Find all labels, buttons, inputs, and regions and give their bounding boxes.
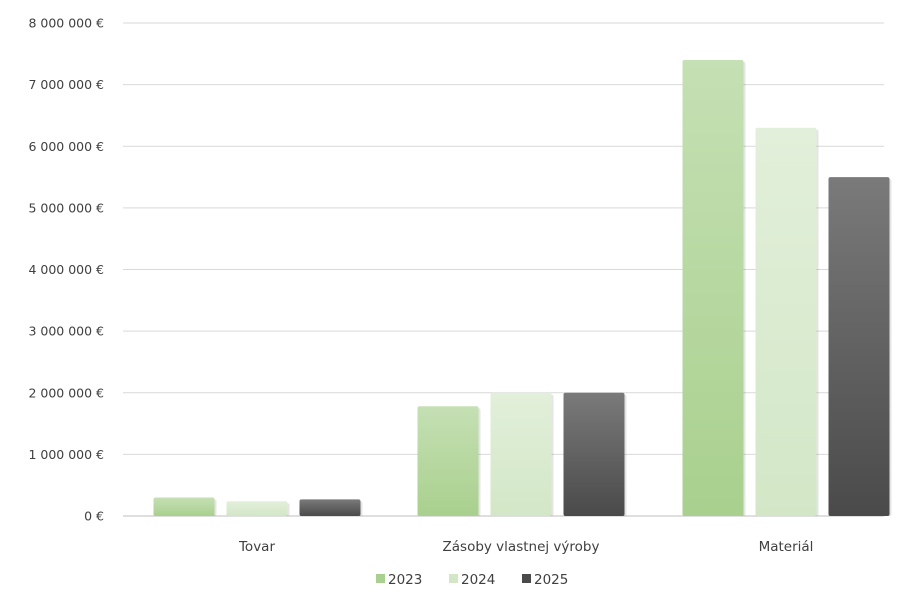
bar-2023 [682,59,744,516]
gridlines [123,22,884,517]
y-tick-label: 0 € [84,509,104,524]
bar-2024 [755,127,817,516]
x-category-label: Zásoby vlastnej výroby [443,539,600,555]
x-axis-categories: Tovar Zásoby vlastnej výroby Materiál [238,539,813,555]
legend-swatch-2025 [522,574,531,583]
bar-2024 [490,392,552,516]
legend-swatch-2024 [449,574,458,583]
legend-label: 2023 [388,572,422,588]
y-tick-label: 4 000 000 € [28,262,104,277]
legend-label: 2025 [534,572,568,588]
x-category-label: Tovar [238,539,275,555]
y-axis-ticks: 0 € 1 000 000 € 2 000 000 € 3 000 000 € 4 00… [28,16,104,524]
legend-label: 2024 [461,572,495,588]
bar-2024 [226,501,288,516]
bar-2023 [417,406,479,516]
bar-2025 [828,177,890,516]
legend-swatch-2023 [376,574,385,583]
legend: 2023 2024 2025 [376,572,568,588]
bar-2025 [563,392,625,516]
y-tick-label: 2 000 000 € [28,385,104,400]
bars [153,59,892,516]
bar-2025 [299,499,361,516]
y-tick-label: 3 000 000 € [28,324,104,339]
bar-2023 [153,497,215,516]
y-tick-label: 1 000 000 € [28,447,104,462]
x-category-label: Materiál [759,539,814,555]
y-tick-label: 6 000 000 € [28,139,104,154]
y-tick-label: 8 000 000 € [28,16,104,31]
y-tick-label: 5 000 000 € [28,200,104,215]
y-tick-label: 7 000 000 € [28,77,104,92]
